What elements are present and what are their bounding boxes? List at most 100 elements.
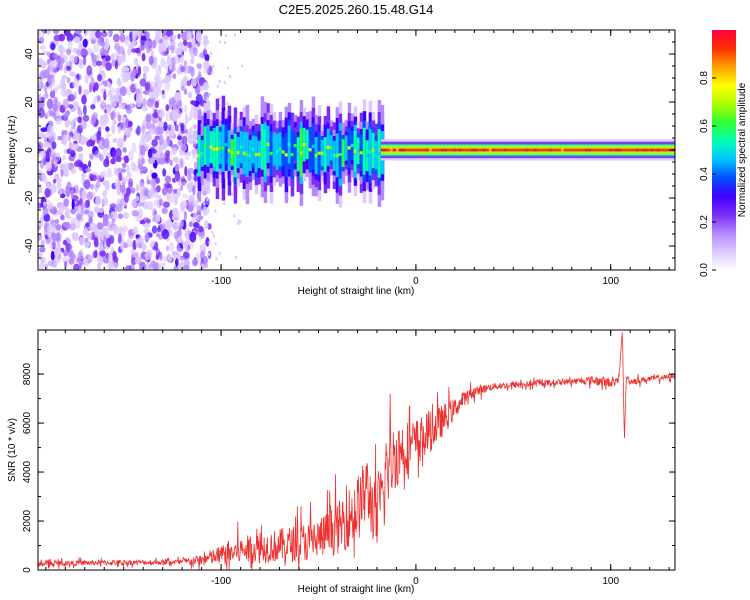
noise-speck bbox=[216, 84, 219, 88]
noise-cell bbox=[186, 183, 191, 189]
noise-cell bbox=[95, 60, 103, 67]
tone-core-cell bbox=[458, 148, 463, 152]
noise-cell bbox=[182, 193, 188, 199]
noise-cell bbox=[192, 124, 198, 130]
tone-core-cell bbox=[308, 148, 313, 152]
tone-core-cell bbox=[467, 148, 472, 152]
noise-cell bbox=[128, 178, 134, 188]
noise-speck bbox=[234, 33, 236, 37]
noise-speck bbox=[203, 212, 206, 216]
noise-cell bbox=[72, 101, 80, 109]
tone-core-cell bbox=[425, 148, 430, 152]
noise-speck bbox=[237, 222, 240, 226]
tone-core-cell bbox=[653, 148, 658, 152]
y-tick-label: 2000 bbox=[22, 509, 33, 532]
tone-core-cell bbox=[632, 148, 637, 152]
tone-core-cell bbox=[371, 148, 376, 152]
noise-cell bbox=[100, 30, 108, 38]
noise-cell bbox=[121, 162, 127, 168]
noise-cell bbox=[181, 143, 187, 152]
noise-cell bbox=[76, 49, 83, 56]
noise-cell bbox=[173, 265, 179, 270]
noise-cell bbox=[127, 43, 134, 49]
noise-cell bbox=[63, 66, 67, 74]
noise-cell bbox=[52, 103, 58, 112]
tone-core-cell bbox=[599, 148, 604, 152]
noise-cell bbox=[172, 207, 179, 217]
tone-core-cell bbox=[509, 148, 514, 152]
noise-cell bbox=[132, 226, 139, 235]
noise-cell bbox=[80, 48, 88, 58]
tone-core-cell bbox=[452, 148, 457, 152]
noise-cell bbox=[190, 100, 196, 105]
noise-cell bbox=[181, 31, 189, 41]
noise-speck bbox=[235, 255, 238, 259]
tone-core-cell bbox=[428, 148, 433, 152]
tone-core-cell bbox=[317, 151, 322, 155]
noise-cell bbox=[122, 212, 130, 219]
noise-cell bbox=[51, 141, 57, 150]
colorbar-tick-label: 0.0 bbox=[699, 263, 710, 277]
noise-cell bbox=[165, 219, 173, 229]
noise-speck bbox=[202, 209, 205, 213]
noise-cell bbox=[103, 91, 107, 101]
noise-cell bbox=[53, 96, 58, 104]
noise-cell bbox=[129, 31, 134, 43]
tone-core-cell bbox=[320, 151, 325, 155]
noise-cell bbox=[106, 167, 112, 175]
noise-cell bbox=[171, 34, 177, 41]
noise-cell bbox=[190, 78, 197, 87]
tone-core-cell bbox=[548, 148, 553, 152]
noise-cell bbox=[62, 98, 69, 110]
noise-cell bbox=[83, 104, 87, 116]
noise-cell bbox=[38, 183, 43, 194]
tone-core-cell bbox=[500, 148, 505, 152]
noise-cell bbox=[167, 197, 175, 204]
noise-cell bbox=[117, 45, 125, 55]
noise-cell bbox=[81, 190, 87, 201]
tone-core-cell bbox=[506, 148, 511, 152]
noise-cell bbox=[120, 72, 125, 78]
noise-cell bbox=[112, 251, 117, 260]
noise-cell bbox=[172, 147, 177, 155]
noise-cell bbox=[66, 48, 72, 56]
tone-core-cell bbox=[431, 148, 436, 152]
tone-core-cell bbox=[596, 148, 601, 152]
noise-cell bbox=[38, 252, 43, 258]
noise-cell bbox=[198, 215, 204, 220]
noise-cell bbox=[189, 242, 194, 250]
noise-cell bbox=[39, 71, 44, 81]
tone-core-cell bbox=[635, 148, 640, 152]
noise-cell bbox=[148, 189, 156, 198]
noise-cell bbox=[145, 31, 150, 40]
noise-cell bbox=[43, 83, 48, 94]
noise-cell bbox=[100, 230, 104, 241]
tone-core-cell bbox=[356, 149, 361, 153]
tone-core-cell bbox=[626, 148, 631, 152]
noise-speck bbox=[209, 109, 212, 112]
noise-cell bbox=[70, 188, 75, 199]
noise-cell bbox=[171, 109, 179, 120]
noise-cell bbox=[88, 254, 94, 261]
noise-cell bbox=[157, 120, 164, 128]
tone-core-cell bbox=[353, 149, 358, 153]
y-tick-label: 20 bbox=[24, 96, 35, 108]
noise-cell bbox=[85, 167, 92, 173]
noise-cell bbox=[61, 82, 67, 90]
noise-speck bbox=[241, 64, 244, 68]
noise-cell bbox=[181, 135, 188, 146]
tone-core-cell bbox=[440, 148, 445, 152]
noise-cell bbox=[135, 184, 140, 192]
noise-cell bbox=[66, 214, 72, 220]
snr-frame bbox=[37, 329, 676, 571]
tone-core-cell bbox=[395, 148, 400, 152]
noise-cell bbox=[186, 80, 192, 87]
noise-cell bbox=[165, 73, 172, 83]
noise-cell bbox=[55, 85, 62, 90]
noise-cell bbox=[118, 104, 125, 109]
noise-cell bbox=[77, 116, 82, 124]
noise-cell bbox=[70, 119, 74, 129]
noise-cell bbox=[38, 225, 42, 231]
tone-core-cell bbox=[584, 148, 589, 152]
